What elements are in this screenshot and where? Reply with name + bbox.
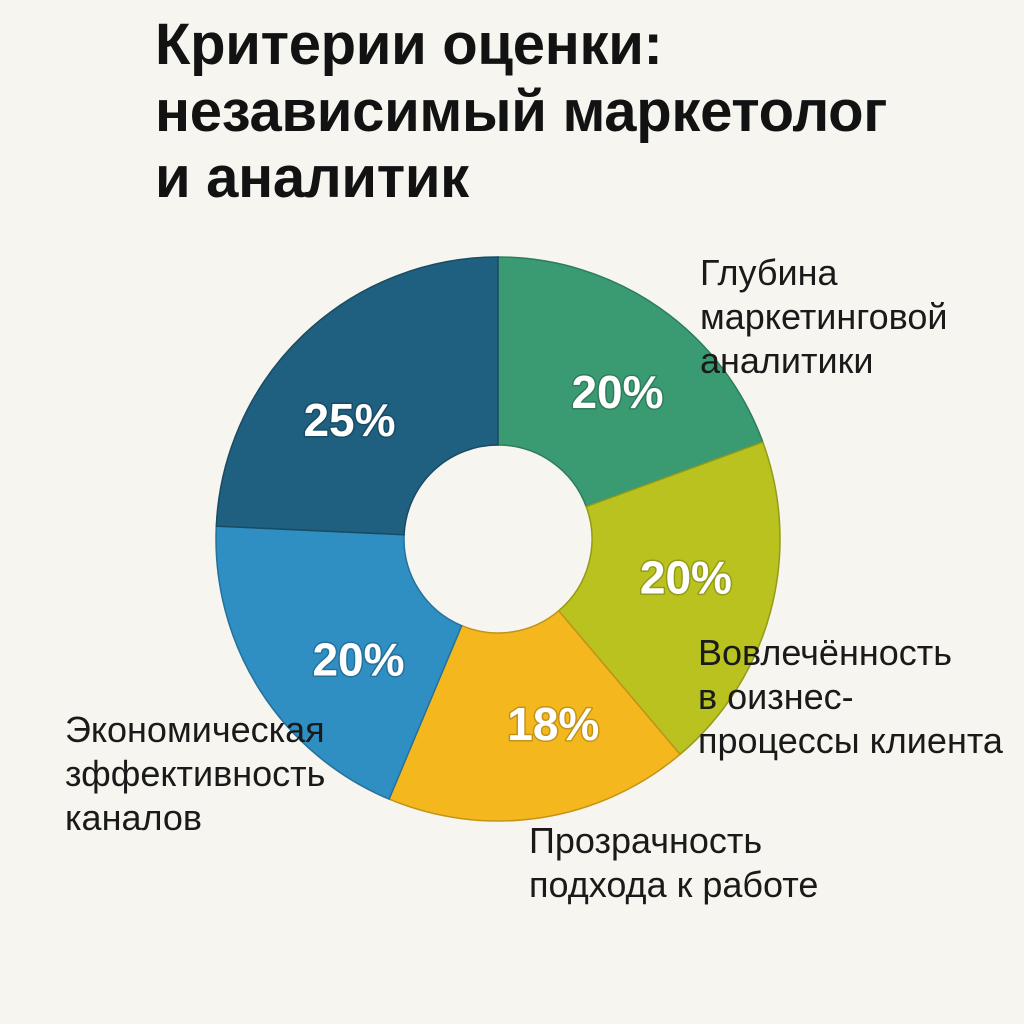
svg-text:18%: 18%	[507, 698, 599, 750]
svg-text:20%: 20%	[312, 633, 404, 685]
svg-text:25%: 25%	[303, 394, 395, 446]
svg-text:20%: 20%	[640, 551, 732, 603]
svg-text:20%: 20%	[571, 366, 663, 418]
